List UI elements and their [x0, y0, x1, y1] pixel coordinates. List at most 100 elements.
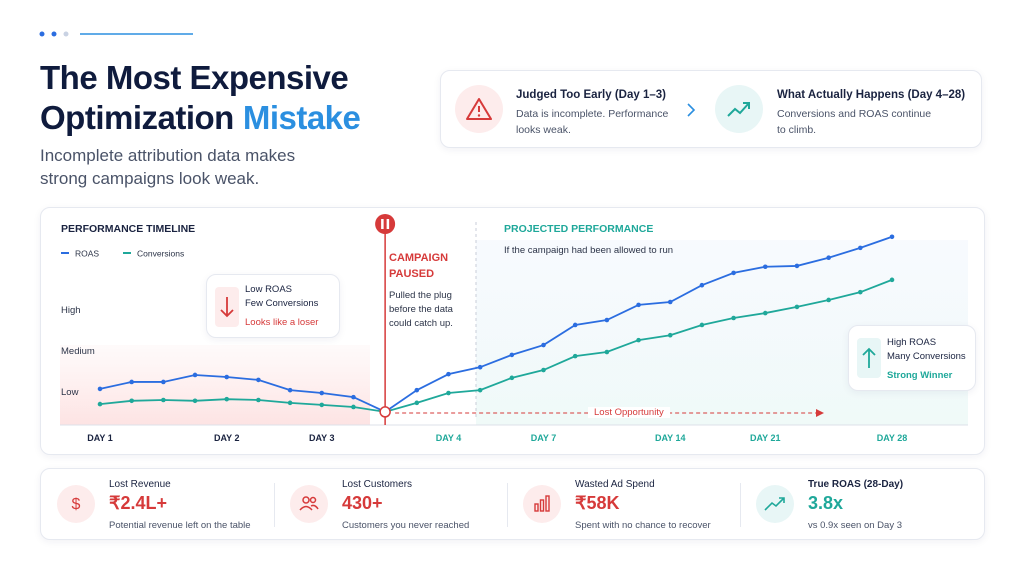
stat: Wasted Ad Spend ₹58K Spent with no chanc… [523, 479, 743, 533]
stat: Lost Customers 430+ Customers you never … [290, 479, 510, 533]
lost-label: Lost Opportunity [588, 407, 670, 418]
comparison-text: Data is incomplete. Performance looks we… [516, 108, 669, 136]
data-point [889, 234, 895, 240]
data-point [414, 387, 420, 393]
comparison-card: Judged Too Early (Day 1–3) Data is incom… [440, 70, 982, 148]
annotation-note: Strong Winner [887, 370, 953, 381]
data-point [161, 397, 166, 403]
stat-note: Potential revenue left on the table [109, 520, 251, 531]
separator [740, 483, 741, 527]
stat-label: Lost Revenue [109, 479, 171, 490]
comparison-title: Judged Too Early (Day 1–3) [516, 89, 666, 101]
title-line: The Most Expensive [40, 59, 349, 96]
data-point [224, 396, 230, 402]
stat-icon [523, 485, 561, 523]
stat-value: 430+ [342, 493, 383, 513]
title-line: Optimization Mistake [40, 98, 361, 138]
annotation-note: Looks like a loser [245, 317, 319, 328]
stat-value: ₹2.4L+ [109, 493, 167, 513]
data-point [762, 264, 768, 270]
pause-marker [379, 406, 391, 418]
data-point [414, 400, 420, 406]
header-decor [39, 31, 193, 37]
data-point [129, 398, 134, 404]
arrow-head [816, 409, 824, 417]
chevron [687, 103, 696, 117]
data-point [192, 398, 198, 404]
stat-icon [290, 485, 328, 523]
data-point [826, 297, 831, 303]
comparison-title: What Actually Happens (Day 4–28) [777, 89, 966, 101]
data-point [509, 352, 515, 358]
data-point [541, 367, 546, 373]
series-line [99, 235, 893, 413]
projected-title: PROJECTED PERFORMANCE [504, 223, 654, 235]
pause-text: Pulled the plug before the data could ca… [389, 290, 453, 329]
data-point [858, 289, 863, 295]
x-tick-label: DAY 1 [87, 433, 113, 443]
data-point [858, 245, 863, 251]
data-point [572, 322, 578, 328]
data-point [762, 310, 768, 316]
x-tick-label: DAY 28 [877, 433, 908, 443]
data-point [604, 317, 610, 323]
y-tick-label: High [61, 305, 81, 316]
data-point [351, 394, 356, 400]
data-point [636, 302, 641, 308]
data-point [667, 332, 673, 338]
stat-note: Customers you never reached [342, 520, 470, 531]
data-point [731, 315, 736, 321]
stat-note: vs 0.9x seen on Day 3 [808, 520, 902, 531]
svg-text:$: $ [72, 496, 81, 513]
comparison-text: Conversions and ROAS continue to climb. [777, 108, 932, 136]
legend-label: Conversions [137, 249, 184, 259]
stat-label: True ROAS (28-Day) [808, 479, 904, 490]
pause-bar [381, 219, 384, 229]
data-point [287, 387, 293, 393]
legend-label: ROAS [75, 249, 99, 259]
series-line [99, 279, 893, 413]
projected-text: If the campaign had been allowed to run [504, 245, 674, 256]
annotation-text: Many Conversions [887, 351, 966, 362]
data-point [161, 379, 166, 385]
x-tick-label: DAY 3 [309, 433, 335, 443]
data-point [477, 364, 483, 370]
data-point [509, 375, 515, 381]
early-annotation: Low ROAS Few Conversions Looks like a lo… [206, 274, 340, 338]
separator [274, 483, 275, 527]
x-tick-label: DAY 21 [750, 433, 781, 443]
data-point [794, 304, 800, 310]
data-point [794, 263, 800, 269]
data-point [287, 400, 293, 406]
data-point [319, 402, 325, 408]
stat-note: Spent with no chance to recover [575, 520, 711, 531]
data-point [699, 282, 705, 288]
stat-value: 3.8x [808, 493, 844, 513]
pause-icon [375, 214, 396, 234]
data-point [446, 371, 451, 377]
subtitle: Incomplete attribution data makes strong… [40, 146, 296, 188]
annotation-title: Low ROAS [245, 284, 292, 295]
annotation-text: Few Conversions [245, 298, 319, 309]
stat-label: Wasted Ad Spend [575, 479, 655, 490]
chart-title: PERFORMANCE TIMELINE [61, 223, 195, 235]
title: The Most Expensive Optimization Mistake [40, 58, 361, 138]
data-point [826, 255, 831, 261]
data-point [477, 387, 483, 393]
late-annotation: High ROAS Many Conversions Strong Winner [848, 325, 976, 391]
data-point [97, 386, 103, 392]
data-point [699, 322, 705, 328]
y-tick-label: Low [61, 387, 79, 398]
data-point [541, 342, 546, 348]
stats-card: $ Lost Revenue ₹2.4L+ Potential revenue … [40, 468, 985, 540]
stat-icon: $ [57, 485, 95, 523]
data-point [97, 401, 103, 407]
annotation-title: High ROAS [887, 337, 937, 348]
data-point [319, 390, 325, 396]
trend-icon [715, 85, 763, 133]
data-point [731, 270, 736, 276]
title-highlight: Mistake [242, 99, 361, 136]
pause-title: CAMPAIGN PAUSED [389, 252, 449, 280]
